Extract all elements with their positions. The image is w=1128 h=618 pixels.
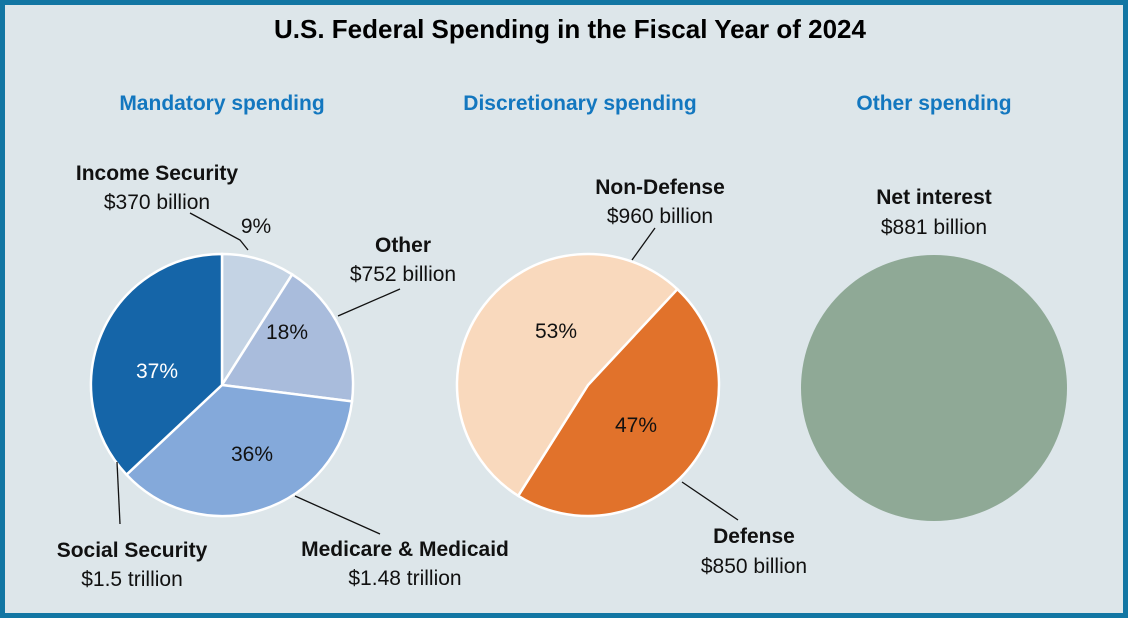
pie-slice-net-interest — [801, 255, 1067, 521]
pie-slice-medicare-medicaid — [124, 383, 354, 518]
medicare-label: Medicare & Medicaid — [301, 538, 509, 561]
other-pie — [801, 255, 1067, 521]
income-security-leader — [189, 212, 249, 251]
mandatory-pie: 9% 18% 36% 37% — [89, 215, 355, 518]
discretionary-pie: 47% 53% — [455, 252, 721, 518]
chart-title: U.S. Federal Spending in the Fiscal Year… — [274, 14, 866, 44]
defense-label: Defense — [713, 525, 795, 548]
income-security-amount: $370 billion — [104, 191, 210, 214]
defense-amount: $850 billion — [701, 555, 807, 578]
non-defense-label: Non-Defense — [595, 176, 725, 199]
pct-label-income-security: 9% — [241, 215, 271, 238]
pct-label-social-security: 37% — [136, 360, 178, 383]
pct-label-defense: 47% — [615, 414, 657, 437]
income-security-label: Income Security — [76, 162, 239, 185]
non-defense-leader — [631, 227, 656, 261]
other-label: Other — [375, 234, 431, 257]
social-security-label: Social Security — [57, 539, 208, 562]
medicare-amount: $1.48 trillion — [348, 567, 461, 590]
pie-slice-defense — [516, 287, 721, 518]
pct-label-non-defense: 53% — [535, 320, 577, 343]
discretionary-subtitle: Discretionary spending — [463, 92, 696, 115]
pie-slice-non-defense — [455, 252, 680, 498]
other-subtitle: Other spending — [856, 92, 1011, 115]
pct-label-other: 18% — [266, 321, 308, 344]
pie-slice-social-security — [89, 252, 224, 477]
net-interest-label: Net interest — [876, 186, 992, 209]
other-leader — [337, 288, 401, 317]
defense-leader — [681, 481, 739, 521]
mandatory-subtitle: Mandatory spending — [119, 92, 324, 115]
other-amount: $752 billion — [350, 263, 456, 286]
net-interest-amount: $881 billion — [881, 216, 987, 239]
pct-label-medicare-medicaid: 36% — [231, 443, 273, 466]
social-security-amount: $1.5 trillion — [81, 568, 183, 591]
social-security-leader — [116, 461, 121, 525]
non-defense-amount: $960 billion — [607, 205, 713, 228]
medicare-leader — [294, 495, 381, 535]
pie-slice-other — [219, 272, 355, 403]
